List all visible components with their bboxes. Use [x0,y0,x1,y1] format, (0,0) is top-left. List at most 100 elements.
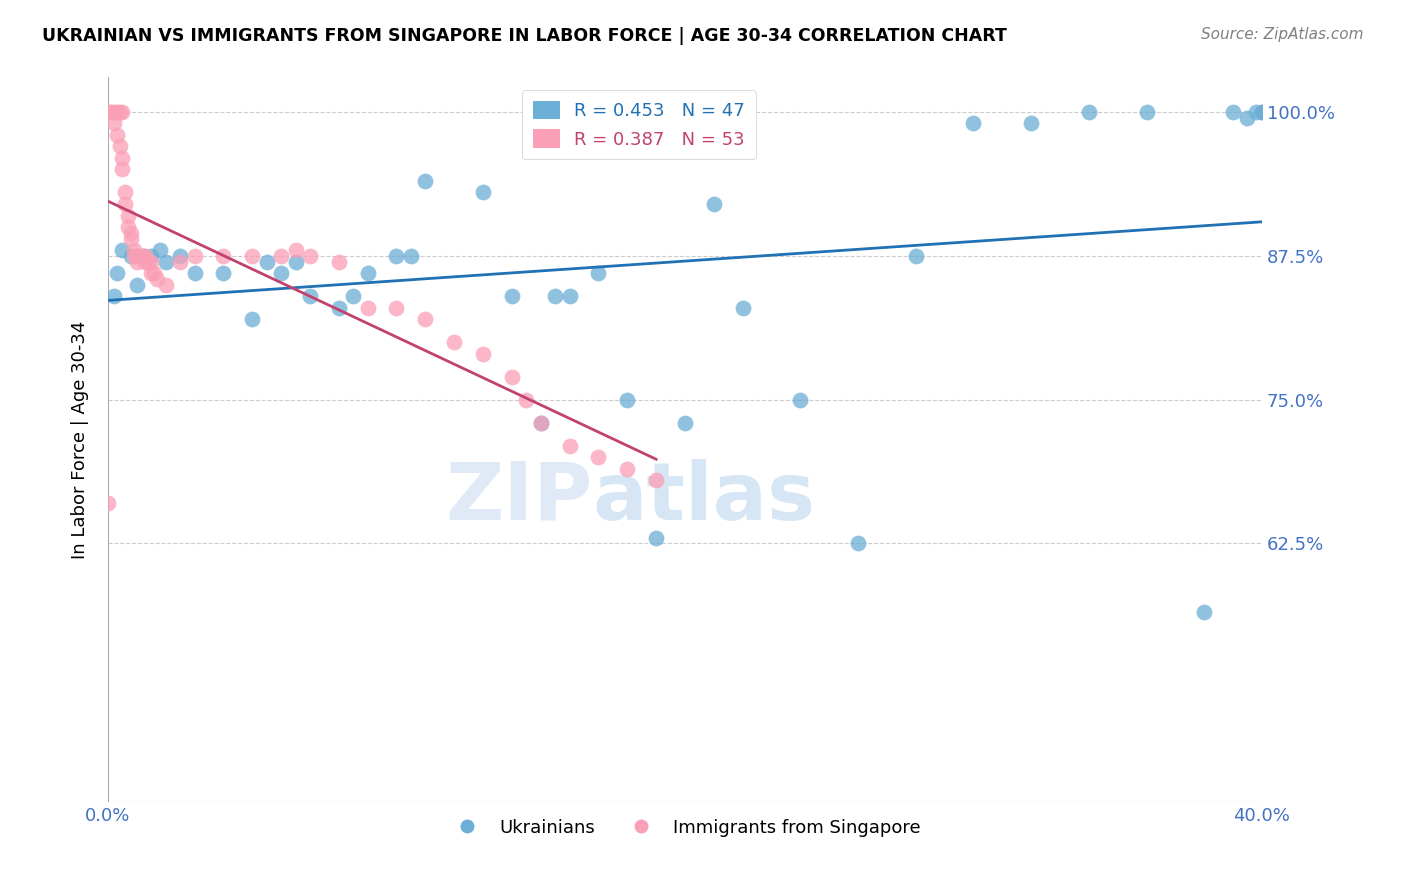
Text: UKRAINIAN VS IMMIGRANTS FROM SINGAPORE IN LABOR FORCE | AGE 30-34 CORRELATION CH: UKRAINIAN VS IMMIGRANTS FROM SINGAPORE I… [42,27,1007,45]
Point [169,249,191,263]
Point [284,243,307,257]
Point [212,266,235,280]
Point [616,392,638,407]
Text: Source: ZipAtlas.com: Source: ZipAtlas.com [1201,27,1364,42]
Point [103,105,125,120]
Point [114,197,136,211]
Point [588,266,610,280]
Point [111,243,134,257]
Point [703,197,725,211]
Point [122,243,145,257]
Text: atlas: atlas [593,458,815,537]
Point [515,392,537,407]
Point [673,416,696,430]
Point [1244,105,1267,120]
Y-axis label: In Labor Force | Age 30-34: In Labor Force | Age 30-34 [72,320,89,559]
Point [270,266,292,280]
Point [212,249,235,263]
Point [256,254,278,268]
Point [240,249,263,263]
Point [1077,105,1099,120]
Point [117,219,139,234]
Point [103,116,125,130]
Point [141,249,163,263]
Point [443,334,465,349]
Point [100,105,122,120]
Point [131,249,153,263]
Point [117,209,139,223]
Point [131,249,153,263]
Point [356,266,378,280]
Point [108,139,131,153]
Point [789,392,811,407]
Point [125,249,148,263]
Point [105,128,128,142]
Point [558,289,581,303]
Point [149,243,172,257]
Point [616,461,638,475]
Point [111,151,134,165]
Point [134,254,156,268]
Point [399,249,422,263]
Point [472,346,495,360]
Point [298,289,321,303]
Point [114,186,136,200]
Point [128,249,150,263]
Point [108,105,131,120]
Point [134,249,156,263]
Point [1019,116,1042,130]
Point [105,105,128,120]
Point [962,116,984,130]
Point [125,249,148,263]
Point [645,531,668,545]
Point [472,186,495,200]
Point [1251,105,1274,120]
Point [183,266,205,280]
Point [558,439,581,453]
Point [103,289,125,303]
Point [501,289,523,303]
Point [413,174,436,188]
Point [111,162,134,177]
Point [111,105,134,120]
Point [105,266,128,280]
Point [100,105,122,120]
Point [120,249,142,263]
Text: ZIP: ZIP [446,458,593,537]
Point [270,249,292,263]
Point [155,277,177,292]
Point [183,249,205,263]
Point [298,249,321,263]
Point [501,369,523,384]
Point [169,254,191,268]
Point [146,272,169,286]
Point [904,249,927,263]
Point [122,249,145,263]
Legend: Ukrainians, Immigrants from Singapore: Ukrainians, Immigrants from Singapore [441,812,928,844]
Point [1236,111,1258,125]
Point [120,226,142,240]
Point [645,473,668,487]
Point [328,254,350,268]
Point [530,416,553,430]
Point [544,289,567,303]
Point [731,301,754,315]
Point [385,249,408,263]
Point [342,289,364,303]
Point [125,254,148,268]
Point [284,254,307,268]
Point [1222,105,1244,120]
Point [356,301,378,315]
Point [120,231,142,245]
Point [328,301,350,315]
Point [846,536,869,550]
Point [138,254,160,268]
Point [1135,105,1157,120]
Point [530,416,553,430]
Point [1192,606,1215,620]
Point [1251,105,1274,120]
Point [413,312,436,326]
Point [125,277,148,292]
Point [143,266,166,280]
Point [155,254,177,268]
